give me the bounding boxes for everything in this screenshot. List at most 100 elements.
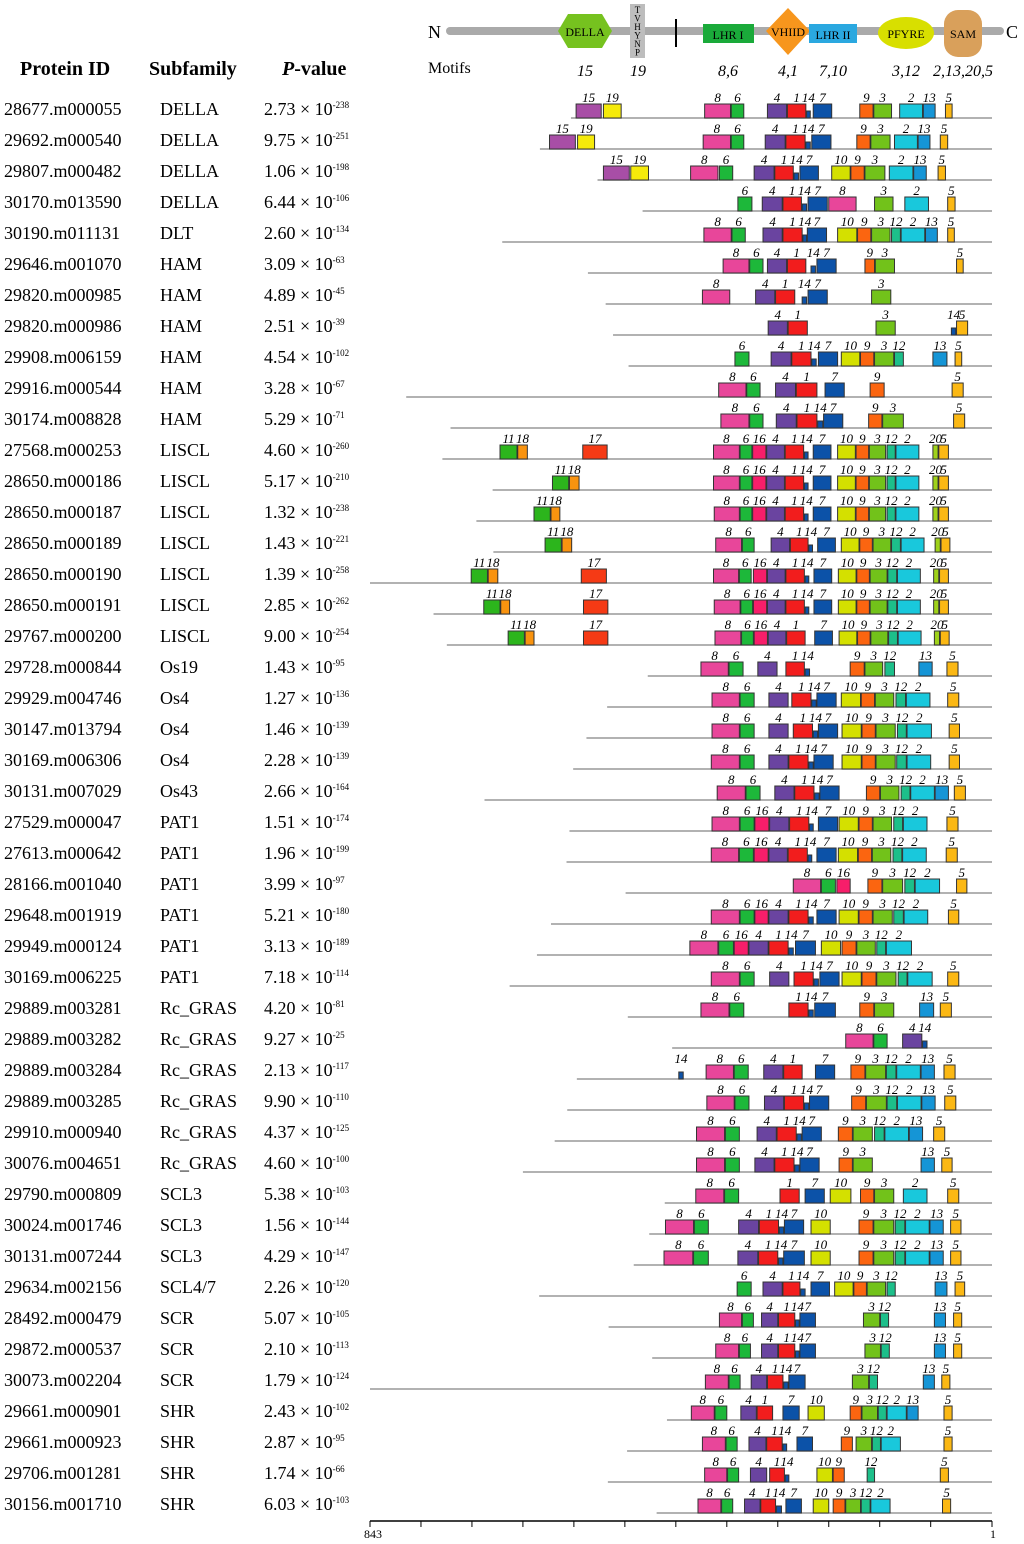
motif-number-label: 6 xyxy=(744,958,751,973)
motif-7-block xyxy=(824,382,845,398)
p-value: 2.10 × 10-113 xyxy=(264,1339,349,1359)
motif-1-block xyxy=(758,1219,780,1235)
motif-1-block xyxy=(758,1250,779,1266)
motif-5-block xyxy=(938,506,949,522)
p-value-exponent: -260 xyxy=(332,441,350,451)
motif-6-block xyxy=(739,506,753,522)
protein-id: 30131.m007244 xyxy=(4,1246,122,1266)
motif-number-label: 8 xyxy=(717,1051,724,1066)
motif-2-block xyxy=(880,1436,901,1452)
motif-number-label: 2 xyxy=(906,555,913,570)
motif-8-block xyxy=(713,568,740,584)
motif-number-label: 10 xyxy=(840,462,854,477)
motif-9-block xyxy=(861,754,876,770)
motif-number-label: 6 xyxy=(744,896,751,911)
motif-number-label: 3 xyxy=(878,896,886,911)
motif-6-block xyxy=(738,1343,751,1359)
motif-number-label: 1 xyxy=(792,586,799,601)
motif-16-block xyxy=(753,630,768,646)
motif-number-label: 4 xyxy=(769,214,776,229)
vhiid-domain-label: VHIID xyxy=(771,25,805,39)
motif-number-label: 4 xyxy=(761,152,768,167)
motif-13-block xyxy=(917,134,931,150)
motif-8-block xyxy=(704,1467,728,1483)
motif-number-label: 4 xyxy=(777,524,784,539)
motif-3-block xyxy=(871,227,891,243)
motif-14-block xyxy=(811,699,817,708)
motif-number-label: 14 xyxy=(798,276,812,291)
motif-number-label: 7 xyxy=(825,710,832,725)
protein-id: 30131.m007029 xyxy=(4,781,122,801)
tvhynp-domain-letter: T xyxy=(635,5,641,15)
motif-10-block xyxy=(810,1219,831,1235)
motif-7-block xyxy=(799,1343,816,1359)
motif-number-label: 3 xyxy=(878,90,886,105)
motif-13-block xyxy=(920,1157,935,1173)
motif-number-label: 13 xyxy=(906,1392,920,1407)
p-value-exponent: -63 xyxy=(332,255,345,265)
protein-id: 28650.m000187 xyxy=(4,502,122,522)
motif-number-label: 18 xyxy=(516,431,530,446)
p-value-exponent: -95 xyxy=(332,1433,345,1443)
motif-number-label: 9 xyxy=(874,369,881,384)
motif-13-block xyxy=(920,1064,935,1080)
motif-number-label: 1 xyxy=(793,90,800,105)
protein-id: 29908.m006159 xyxy=(4,347,122,367)
motif-2-block xyxy=(905,692,931,708)
motif-number-label: 3 xyxy=(877,214,885,229)
motif-number-label: 7 xyxy=(825,338,832,353)
motif-number-label: 2 xyxy=(893,1392,900,1407)
motif-6-block xyxy=(693,1219,709,1235)
motif-number-label: 6 xyxy=(739,338,746,353)
motif-12-block xyxy=(900,785,911,801)
motif-5-block xyxy=(954,1281,966,1297)
motif-number-label: 1 xyxy=(786,1175,793,1190)
motif-number-label: 1 xyxy=(789,214,796,229)
motif-3-block xyxy=(879,785,900,801)
motif-15-block xyxy=(549,134,576,150)
motif-number-label: 3 xyxy=(862,927,870,942)
motif-number-label: 7 xyxy=(831,369,838,384)
motif-9-block xyxy=(867,878,883,894)
motif-9-block xyxy=(851,1095,867,1111)
motif-1-block xyxy=(779,1188,800,1204)
motif-number-label: 2 xyxy=(877,1485,884,1500)
motif-number-label: 13 xyxy=(922,1361,936,1376)
motif-number-label: 4 xyxy=(745,1237,752,1252)
domain-motif-numbers: 2,13,20,5 xyxy=(933,63,993,80)
motif-6-block xyxy=(724,1157,740,1173)
motif-6-block xyxy=(745,785,761,801)
motif-2-block xyxy=(910,785,935,801)
motif-number-label: 4 xyxy=(775,307,782,322)
motif-number-label: 1 xyxy=(792,648,799,663)
motif-number-label: 14 xyxy=(800,1082,814,1097)
motif-number-label: 8 xyxy=(722,958,729,973)
motif-number-label: 14 xyxy=(804,524,818,539)
motif-1-block xyxy=(768,940,789,956)
motif-number-label: 4 xyxy=(745,1392,752,1407)
motif-number-label: 3 xyxy=(873,462,881,477)
p-value: 5.07 × 10-105 xyxy=(264,1308,350,1328)
motif-number-label: 13 xyxy=(930,1206,944,1221)
p-value-exponent: -25 xyxy=(332,1030,345,1040)
motif-6-block xyxy=(739,475,753,491)
motif-number-label: 12 xyxy=(892,896,906,911)
motif-number-label: 3 xyxy=(870,648,878,663)
motif-8-block xyxy=(701,289,731,305)
motif-7-block xyxy=(782,1405,800,1421)
motif-number-label: 5 xyxy=(947,1082,954,1097)
motif-number-label: 11 xyxy=(486,586,498,601)
motif-4-block xyxy=(768,754,789,770)
subfamily: Rc_GRAS xyxy=(160,1029,238,1049)
p-value-exponent: -134 xyxy=(332,224,350,234)
motif-5-block xyxy=(953,1343,963,1359)
motif-number-label: 12 xyxy=(883,648,897,663)
motif-number-label: 14 xyxy=(791,1299,805,1314)
motif-number-label: 7 xyxy=(823,679,830,694)
motif-8-block xyxy=(710,754,740,770)
motif-10-block xyxy=(820,940,842,956)
motif-number-label: 12 xyxy=(885,493,899,508)
motif-12-block xyxy=(893,351,904,367)
motif-14-block xyxy=(783,1381,789,1390)
motif-16-block xyxy=(752,475,767,491)
